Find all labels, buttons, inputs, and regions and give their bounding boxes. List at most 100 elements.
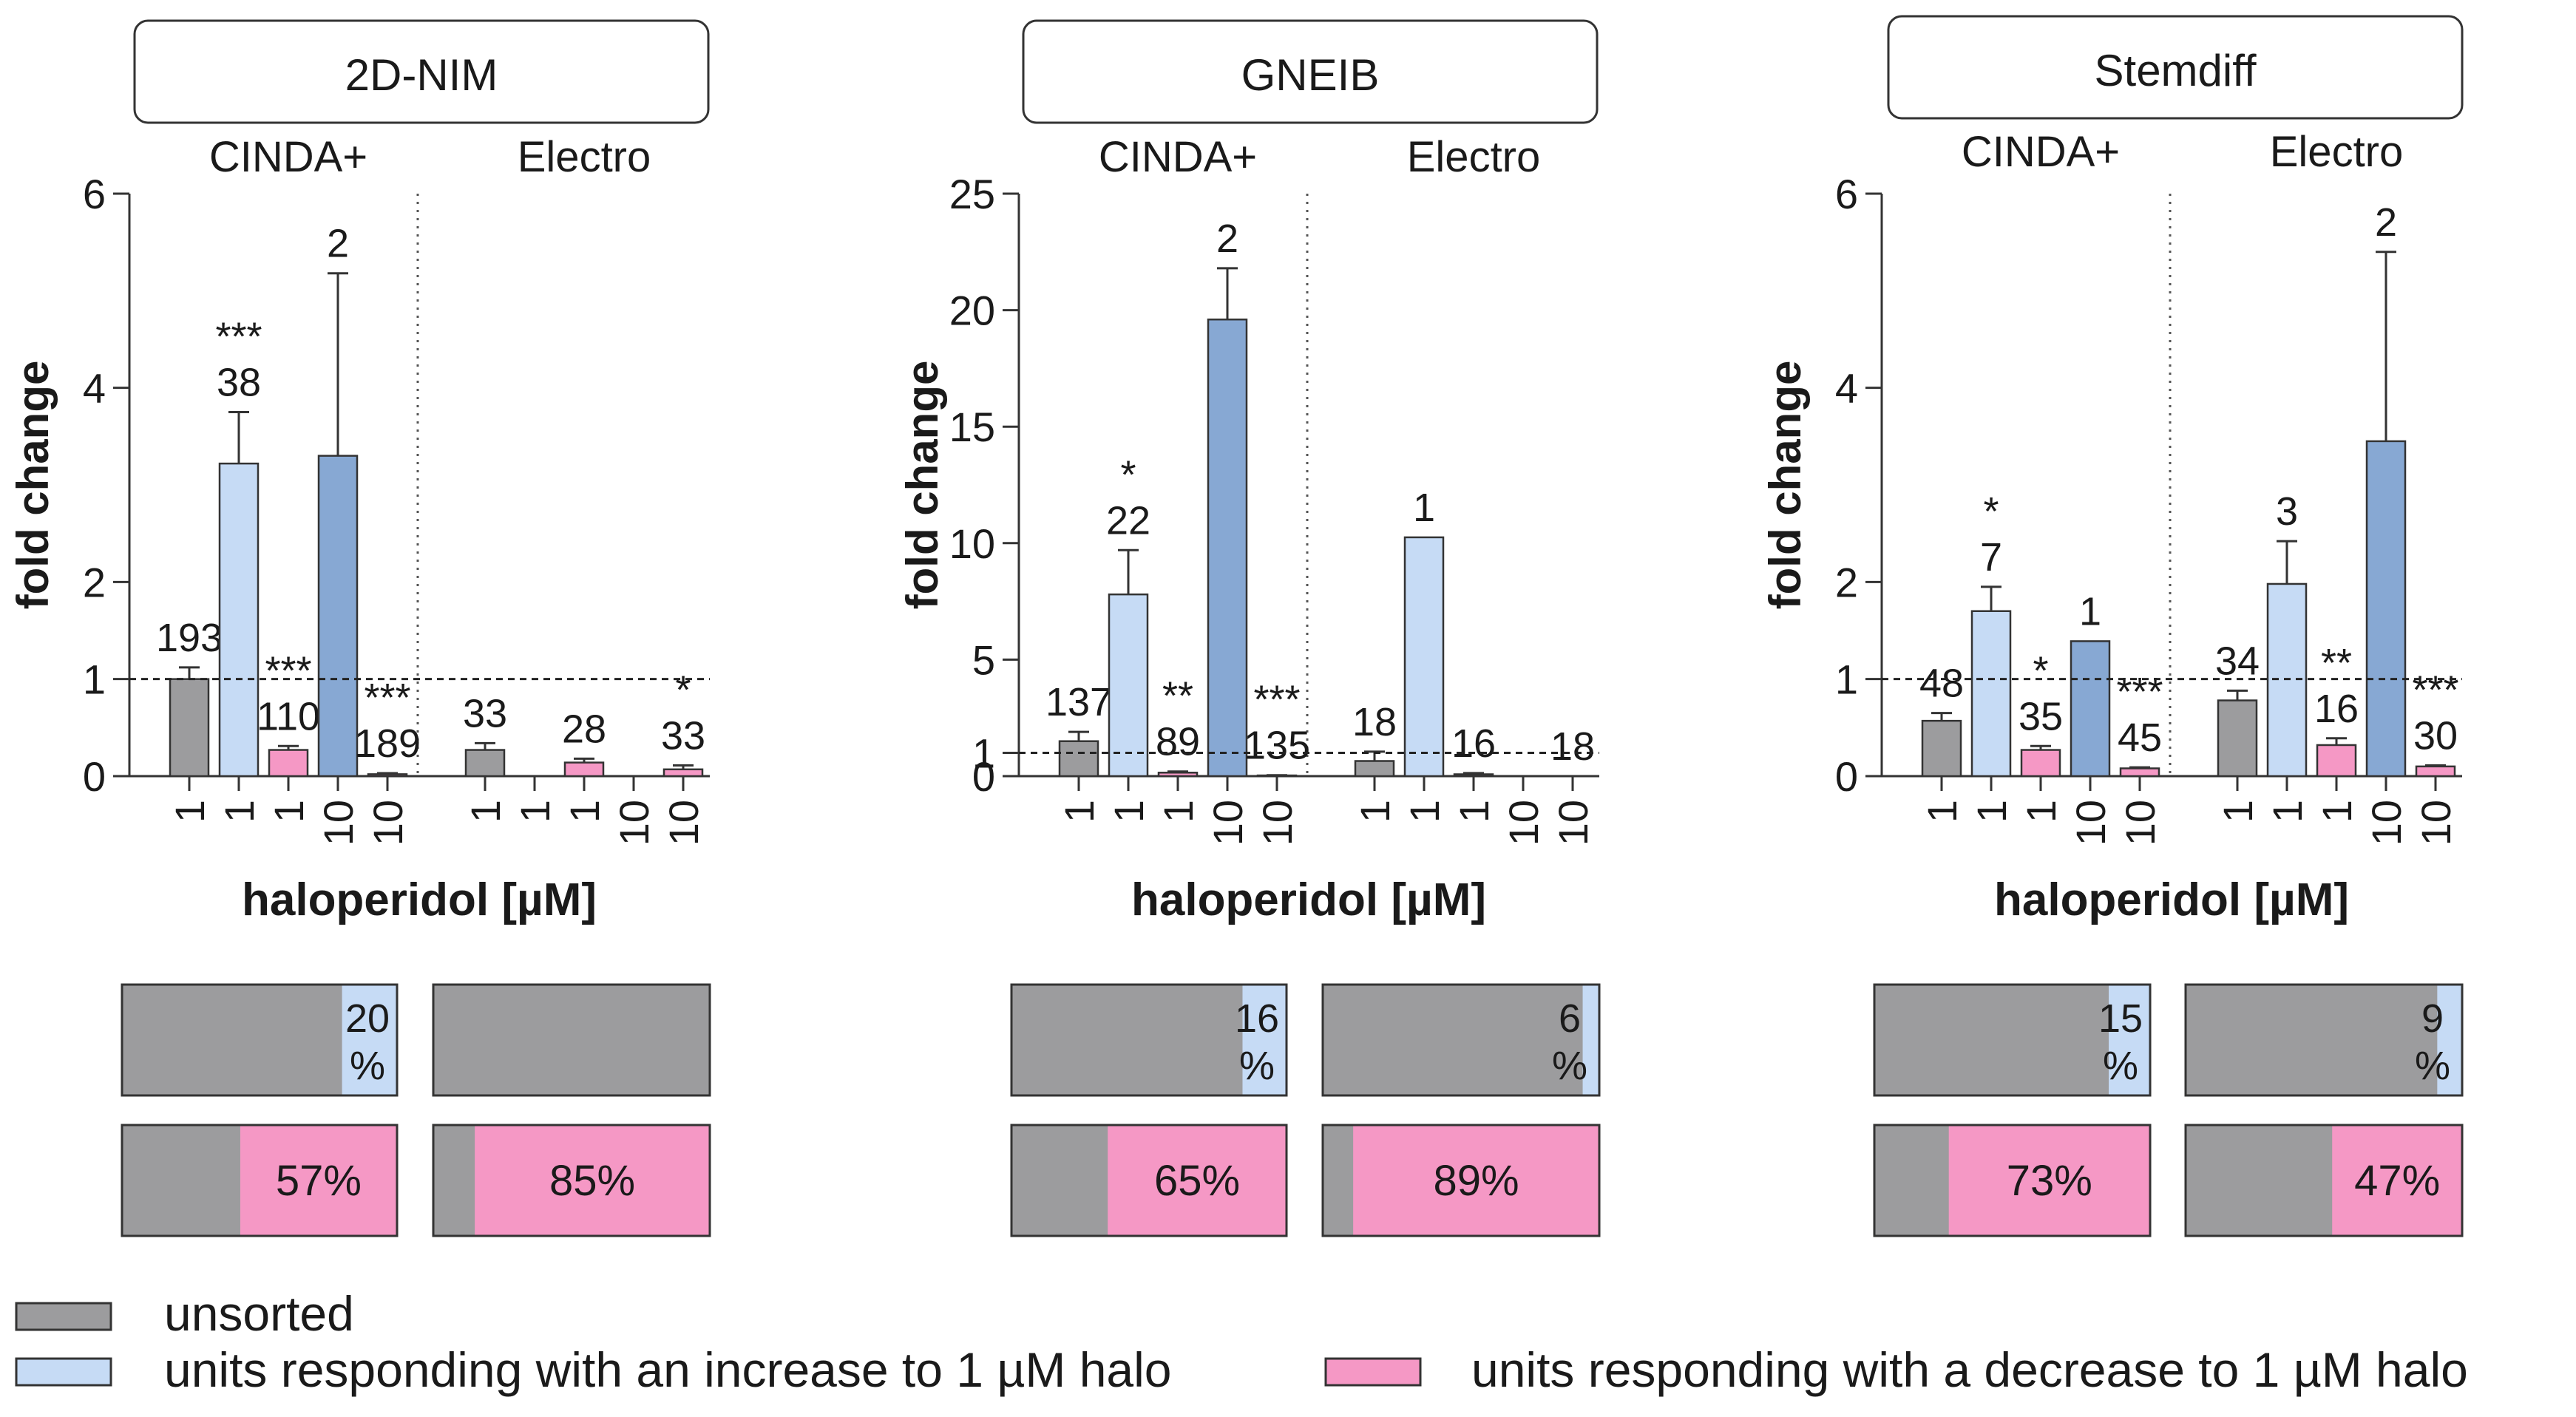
- proportion-decrease: [240, 1125, 397, 1236]
- n-label: 193: [156, 616, 223, 660]
- increase-percent-sign: %: [1552, 1044, 1587, 1088]
- n-label: 135: [1244, 724, 1310, 768]
- proportion-unsorted: [433, 985, 710, 1095]
- bar-decrease_10: [2415, 765, 2456, 778]
- bar-increase_1: [1970, 610, 2012, 778]
- x-axis-label: haloperidol [µM]: [1131, 874, 1486, 925]
- group-label: Electro: [2270, 128, 2404, 176]
- n-label: 2: [327, 222, 349, 266]
- x-axis-label: haloperidol [µM]: [242, 874, 597, 925]
- n-label: 89: [1156, 720, 1200, 764]
- significance-label: *: [1983, 489, 1999, 534]
- n-label: 45: [2118, 716, 2162, 760]
- y-tick-label: 15: [949, 404, 995, 450]
- panel-title: GNEIB: [1241, 50, 1380, 100]
- increase-percent: 20: [345, 996, 390, 1041]
- bar-decrease_1: [2020, 749, 2061, 778]
- x-tick-label: 1: [462, 800, 509, 823]
- x-tick-label: 1: [2314, 800, 2360, 823]
- proportion-decrease: [475, 1125, 710, 1236]
- n-label: 33: [463, 691, 507, 735]
- legend-swatch-increase: [15, 1357, 112, 1387]
- n-label: 189: [354, 721, 421, 766]
- bar-unsorted: [169, 678, 210, 778]
- significance-label: ***: [1253, 678, 1300, 722]
- bar-unsorted: [464, 749, 506, 778]
- x-tick-label: 1: [2018, 800, 2064, 823]
- x-tick-label: 10: [1204, 800, 1251, 846]
- n-label: 30: [2413, 714, 2458, 758]
- significance-label: *: [2033, 648, 2048, 693]
- increase-percent: 6: [1559, 996, 1581, 1041]
- proportion-box-decrease: [1873, 1124, 2152, 1237]
- significance-label: ***: [215, 315, 262, 359]
- n-label: 18: [1550, 724, 1595, 769]
- n-label: 38: [217, 361, 261, 405]
- bar-decrease_1: [268, 749, 309, 778]
- significance-label: ***: [2116, 670, 2163, 714]
- significance-label: *: [1120, 452, 1136, 497]
- n-label: 28: [562, 707, 606, 751]
- y-tick-label: 1: [1835, 656, 1858, 703]
- decrease-percent: 89%: [1434, 1157, 1519, 1205]
- n-label: 22: [1106, 498, 1150, 543]
- y-axis-label: fold change: [1760, 361, 1810, 610]
- proportion-box-increase: [1321, 983, 1601, 1097]
- x-tick-label: 10: [365, 800, 411, 846]
- bar-unsorted: [1058, 740, 1099, 778]
- group-label: CINDA+: [1962, 128, 2120, 176]
- n-label: 137: [1045, 680, 1112, 724]
- y-tick-label: 1: [972, 730, 995, 776]
- increase-percent-sign: %: [2415, 1044, 2450, 1088]
- x-axis-label: haloperidol [µM]: [1994, 874, 2349, 925]
- proportion-increase: [1582, 985, 1599, 1095]
- significance-label: *: [675, 668, 691, 713]
- x-tick-label: 1: [1056, 800, 1102, 823]
- n-label: 16: [2314, 687, 2359, 731]
- bar-unsorted: [1354, 760, 1395, 778]
- decrease-percent: 73%: [2007, 1157, 2092, 1205]
- x-tick-label: 1: [1451, 800, 1497, 823]
- bar-decrease_1: [2316, 744, 2357, 778]
- n-label: 16: [1451, 721, 1496, 766]
- x-tick-label: 10: [1254, 800, 1301, 846]
- x-tick-label: 10: [1550, 800, 1596, 846]
- n-label: 2: [1216, 217, 1238, 261]
- n-label: 35: [2019, 694, 2063, 738]
- legend-label-unsorted: unsorted: [164, 1286, 354, 1341]
- y-tick-label: 6: [83, 171, 106, 217]
- y-tick-label: 1: [83, 656, 106, 703]
- group-label: Electro: [518, 133, 651, 181]
- bar-decrease_1: [1453, 773, 1494, 778]
- legend-swatch-unsorted: [15, 1302, 112, 1331]
- decrease-percent: 65%: [1154, 1157, 1240, 1205]
- y-tick-label: 6: [1835, 171, 1858, 217]
- proportion-box-increase: [121, 983, 399, 1097]
- n-label: 34: [2215, 639, 2260, 683]
- proportion-increase: [2437, 985, 2462, 1095]
- y-tick-label: 5: [972, 636, 995, 683]
- y-tick-label: 0: [1835, 753, 1858, 800]
- significance-label: ***: [2412, 668, 2458, 713]
- y-axis-label: fold change: [8, 361, 58, 610]
- n-label: 110: [257, 694, 320, 738]
- proportion-unsorted: [2186, 985, 2462, 1095]
- increase-percent-sign: %: [1239, 1044, 1275, 1088]
- y-axis-label: fold change: [898, 361, 947, 610]
- n-label: 3: [2276, 489, 2298, 534]
- proportion-unsorted: [1323, 985, 1599, 1095]
- proportion-box-decrease: [1321, 1124, 1601, 1237]
- legend-label-increase: units responding with an increase to 1 µ…: [164, 1342, 1171, 1397]
- bar-unsorted: [1921, 719, 1962, 778]
- n-label: 1: [2079, 589, 2101, 633]
- x-tick-label: 1: [265, 800, 312, 823]
- decrease-percent: 47%: [2354, 1157, 2440, 1205]
- increase-percent: 15: [2098, 996, 2143, 1041]
- n-label: 48: [1919, 662, 1964, 706]
- x-tick-label: 1: [216, 800, 262, 823]
- x-tick-label: 1: [1968, 800, 2015, 823]
- proportion-unsorted: [1874, 985, 2150, 1095]
- increase-percent: 9: [2421, 996, 2444, 1041]
- decrease-percent: 57%: [276, 1157, 362, 1205]
- bar-unsorted: [2217, 699, 2258, 778]
